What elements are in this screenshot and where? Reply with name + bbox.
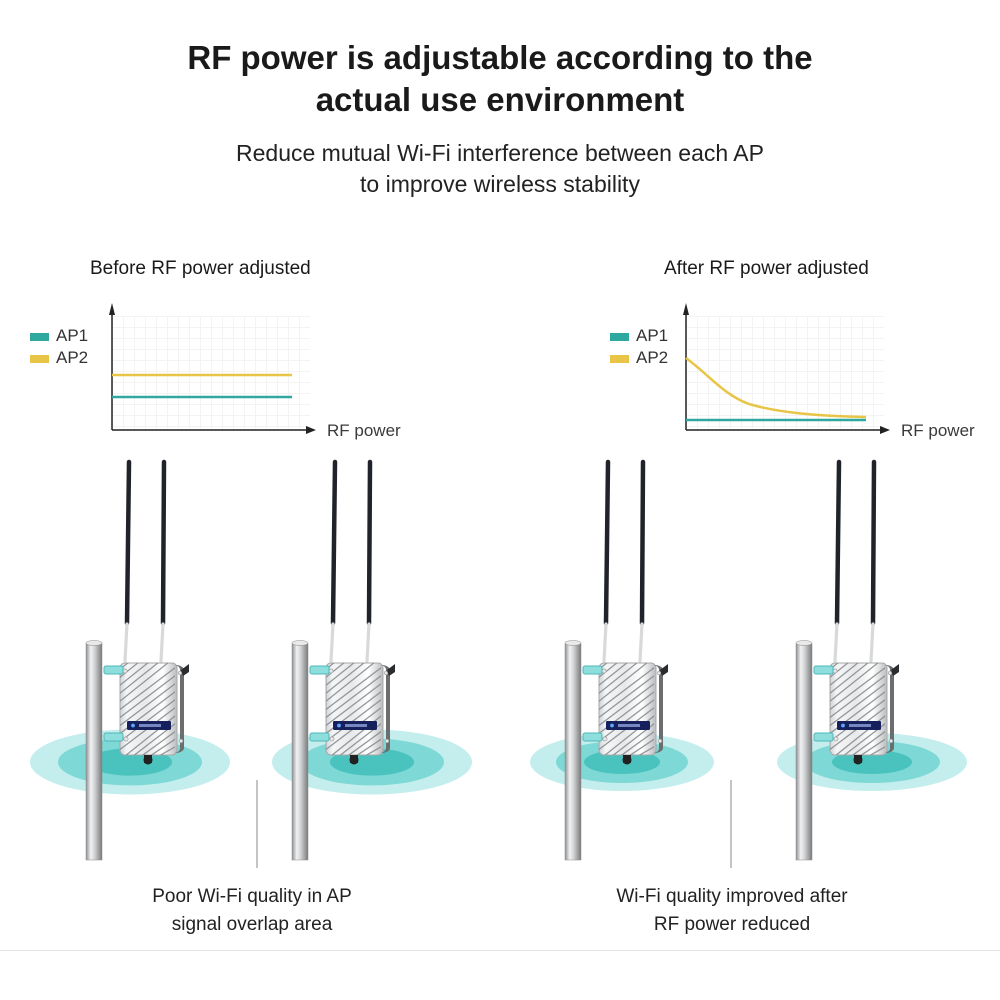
svg-text:Poor Wi-Fi quality in AP: Poor Wi-Fi quality in AP: [152, 886, 352, 907]
svg-text:RF power: RF power: [327, 421, 401, 440]
svg-text:RF power: RF power: [901, 421, 975, 440]
svg-text:signal overlap area: signal overlap area: [172, 914, 333, 935]
svg-text:RF power reduced: RF power reduced: [654, 914, 810, 935]
svg-text:Wi-Fi quality improved after: Wi-Fi quality improved after: [616, 886, 848, 907]
